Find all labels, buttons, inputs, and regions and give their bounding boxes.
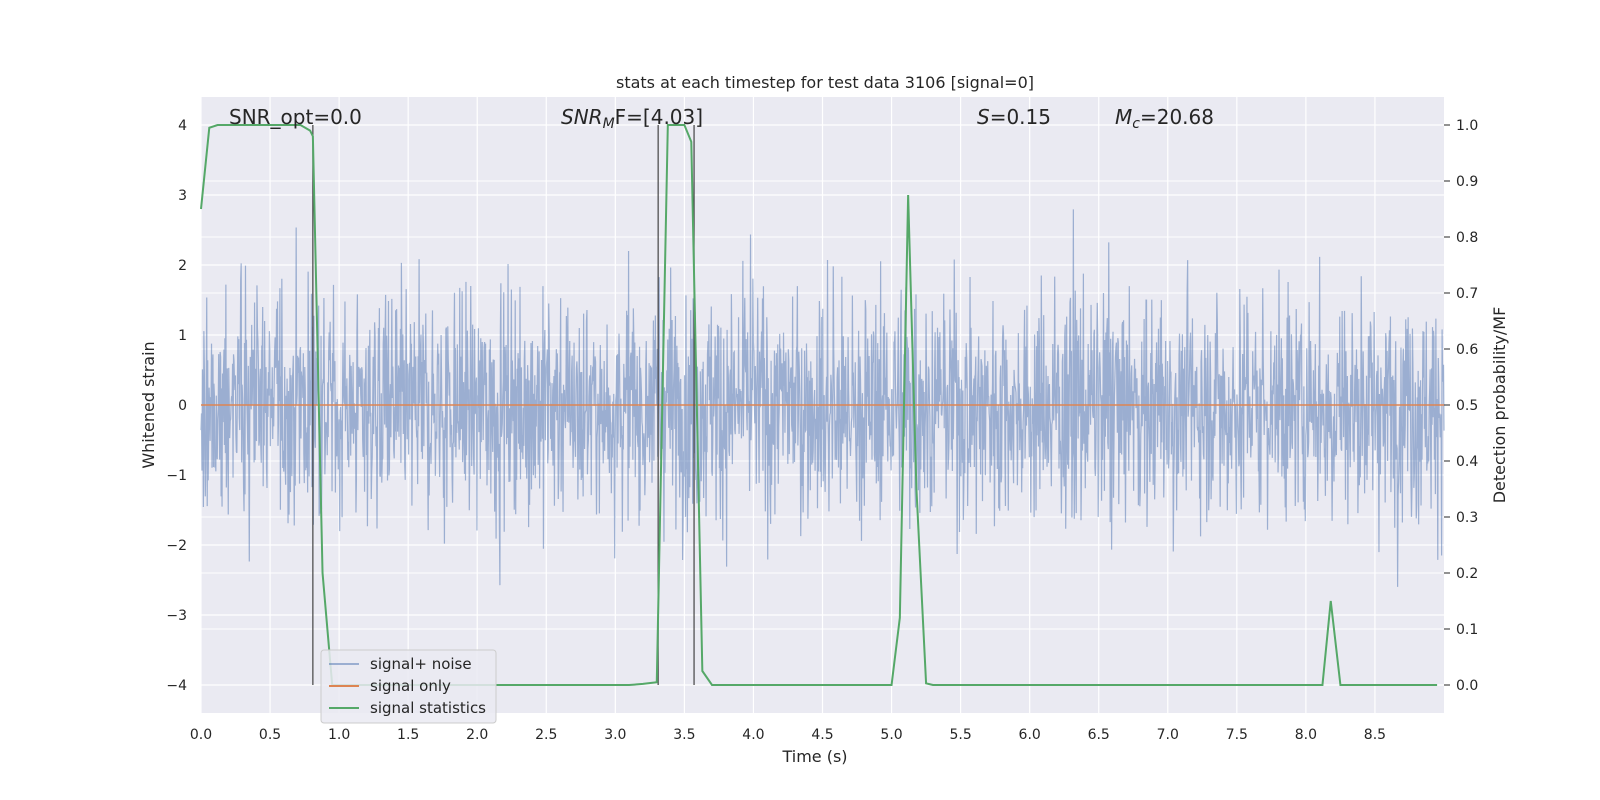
y-right-tick-label: 0.6: [1456, 342, 1478, 358]
annotation-mc-value: =20.68: [1140, 105, 1214, 129]
x-tick-label: 4.0: [742, 727, 764, 743]
y-left-tick-label: −1: [166, 468, 187, 484]
x-axis-label: Time (s): [781, 747, 847, 766]
y-right-tick-label: 0.7: [1456, 286, 1478, 302]
annotation-s: S=0.15: [977, 105, 1051, 129]
y-right-tick-label: 0.5: [1456, 398, 1478, 414]
y-axis-right-label: Detection probability/MF: [1490, 307, 1509, 504]
legend: signal+ noise signal only signal statist…: [320, 649, 497, 724]
x-tick-label: 1.0: [328, 727, 350, 743]
annotation-mc-sub: c: [1132, 116, 1140, 132]
y-axis-right-ticks: 0.0 0.1 0.2 0.3 0.4 0.5 0.6 0.7 0.8 0.9 1.0: [1444, 118, 1478, 694]
annotation-snr-mf-value: F=[4.03]: [615, 105, 703, 129]
x-tick-label: 1.5: [397, 727, 419, 743]
x-tick-label: 2.5: [535, 727, 557, 743]
x-tick-label: 7.0: [1157, 727, 1179, 743]
signal-statistics-line: [200, 124, 1438, 686]
y-left-tick-label: 0: [178, 398, 187, 414]
annotation-mc-name: M: [1115, 105, 1132, 129]
x-tick-label: 0.0: [190, 727, 212, 743]
signal-noise-series: [200, 209, 1445, 587]
chart-title: stats at each timestep for test data 310…: [616, 73, 1034, 92]
y-left-tick-label: −2: [166, 538, 187, 554]
legend-box: [320, 649, 497, 724]
annotation-s-value: =0.15: [990, 105, 1051, 129]
annotation-mc: Mc=20.68: [1115, 105, 1214, 132]
x-tick-label: 8.0: [1295, 727, 1317, 743]
annotation-snr-mf: SNRMF=[4.03]: [561, 105, 703, 132]
y-right-tick-label: 0.8: [1456, 230, 1478, 246]
legend-label-signal-noise: signal+ noise: [370, 655, 472, 673]
y-right-tick-label: 0.0: [1456, 678, 1478, 694]
y-left-tick-label: −3: [166, 608, 187, 624]
y-left-tick-label: 2: [178, 258, 187, 274]
y-left-tick-label: −4: [166, 678, 187, 694]
annotation-snr-mf-sub: M: [603, 116, 615, 132]
x-tick-label: 6.5: [1088, 727, 1110, 743]
y-right-tick-label: 1.0: [1456, 118, 1478, 134]
annotation-s-name: S: [977, 105, 990, 129]
annotation-snr-opt: SNR_opt=0.0: [229, 105, 362, 129]
x-tick-label: 5.5: [949, 727, 971, 743]
x-tick-label: 4.5: [811, 727, 833, 743]
annotation-snr-mf-name: SNR: [561, 105, 603, 129]
x-tick-label: 7.5: [1226, 727, 1248, 743]
legend-label-signal-statistics: signal statistics: [370, 699, 486, 717]
y-left-tick-label: 1: [178, 328, 187, 344]
x-tick-label: 2.0: [466, 727, 488, 743]
x-axis-ticks: 0.0 0.5 1.0 1.5 2.0 2.5 3.0 3.5 4.0 4.5 5.0 5.5 6.0 6…: [190, 727, 1386, 743]
x-tick-label: 0.5: [259, 727, 281, 743]
y-right-tick-label: 0.1: [1456, 622, 1478, 638]
y-right-tick-label: 0.3: [1456, 510, 1478, 526]
x-tick-label: 6.0: [1019, 727, 1041, 743]
y-right-tick-label: 0.4: [1456, 454, 1478, 470]
signal-statistics-series: [200, 124, 1438, 686]
x-tick-label: 8.5: [1364, 727, 1386, 743]
y-axis-left-ticks: −4 −3 −2 −1 0 1 2 3 4: [166, 118, 187, 694]
y-right-tick-label: 0.9: [1456, 174, 1478, 190]
legend-label-signal-only: signal only: [370, 677, 451, 695]
y-right-tick-label: 0.2: [1456, 566, 1478, 582]
y-axis-left-label: Whitened strain: [139, 341, 158, 468]
y-left-tick-label: 3: [178, 188, 187, 204]
x-tick-label: 3.5: [673, 727, 695, 743]
signal-noise-line: [200, 209, 1445, 587]
x-tick-label: 5.0: [880, 727, 902, 743]
x-tick-label: 3.0: [604, 727, 626, 743]
y-left-tick-label: 4: [178, 118, 187, 134]
